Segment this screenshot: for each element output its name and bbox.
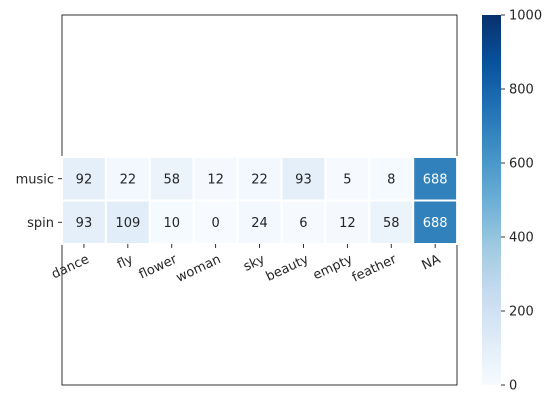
cell-value-label: 6 <box>299 216 307 231</box>
cell-value-label: 5 <box>343 172 351 187</box>
cell-value-label: 58 <box>163 172 180 187</box>
column-label: woman <box>174 252 223 286</box>
heatmap-cell <box>368 156 415 202</box>
cell-value-label: 109 <box>115 216 140 231</box>
colorbar-tick-label: 1000 <box>509 9 542 24</box>
heatmap-cell <box>104 199 151 245</box>
cell-value-label: 688 <box>423 172 448 187</box>
column-label: fly <box>115 252 136 272</box>
cell-value-label: 10 <box>163 216 180 231</box>
heatmap-cell <box>192 156 239 202</box>
cell-value-label: 93 <box>295 172 312 187</box>
colorbar <box>482 15 501 385</box>
heatmap-cell <box>324 199 371 245</box>
column-label: flower <box>137 252 180 283</box>
row-label: spin <box>27 216 54 231</box>
cell-value-label: 12 <box>339 216 356 231</box>
colorbar-tick-label: 0 <box>509 379 517 394</box>
column-label: empty <box>311 252 355 283</box>
column-label: beauty <box>264 252 312 285</box>
colorbar-tick-label: 400 <box>509 231 534 246</box>
heatmap-cell <box>412 156 459 202</box>
colorbar-tick-label: 200 <box>509 305 534 320</box>
column-label: feather <box>350 252 400 286</box>
cell-value-label: 93 <box>76 216 93 231</box>
cell-value-label: 24 <box>251 216 268 231</box>
heatmap-cell <box>324 156 371 202</box>
colorbar-ticks: 0 200 400 600 800 1000 <box>501 9 542 394</box>
cell-value-label: 12 <box>207 172 224 187</box>
column-label: NA <box>420 252 443 274</box>
heatmap-cell <box>368 199 415 245</box>
cell-value-label: 688 <box>423 216 448 231</box>
cell-value-label: 22 <box>251 172 268 187</box>
heatmap-cell <box>148 199 195 245</box>
cell-value-label: 0 <box>212 216 220 231</box>
cell-value-label: 58 <box>383 216 400 231</box>
heatmap-cell <box>280 156 327 202</box>
cell-value-label: 8 <box>387 172 395 187</box>
row-labels: music spin <box>16 172 62 231</box>
cell-value-label: 92 <box>76 172 93 187</box>
colorbar-tick-label: 600 <box>509 157 534 172</box>
cell-value-label: 22 <box>120 172 137 187</box>
row-label: music <box>16 172 54 187</box>
column-label: dance <box>49 252 91 282</box>
colorbar-tick-label: 800 <box>509 83 534 98</box>
